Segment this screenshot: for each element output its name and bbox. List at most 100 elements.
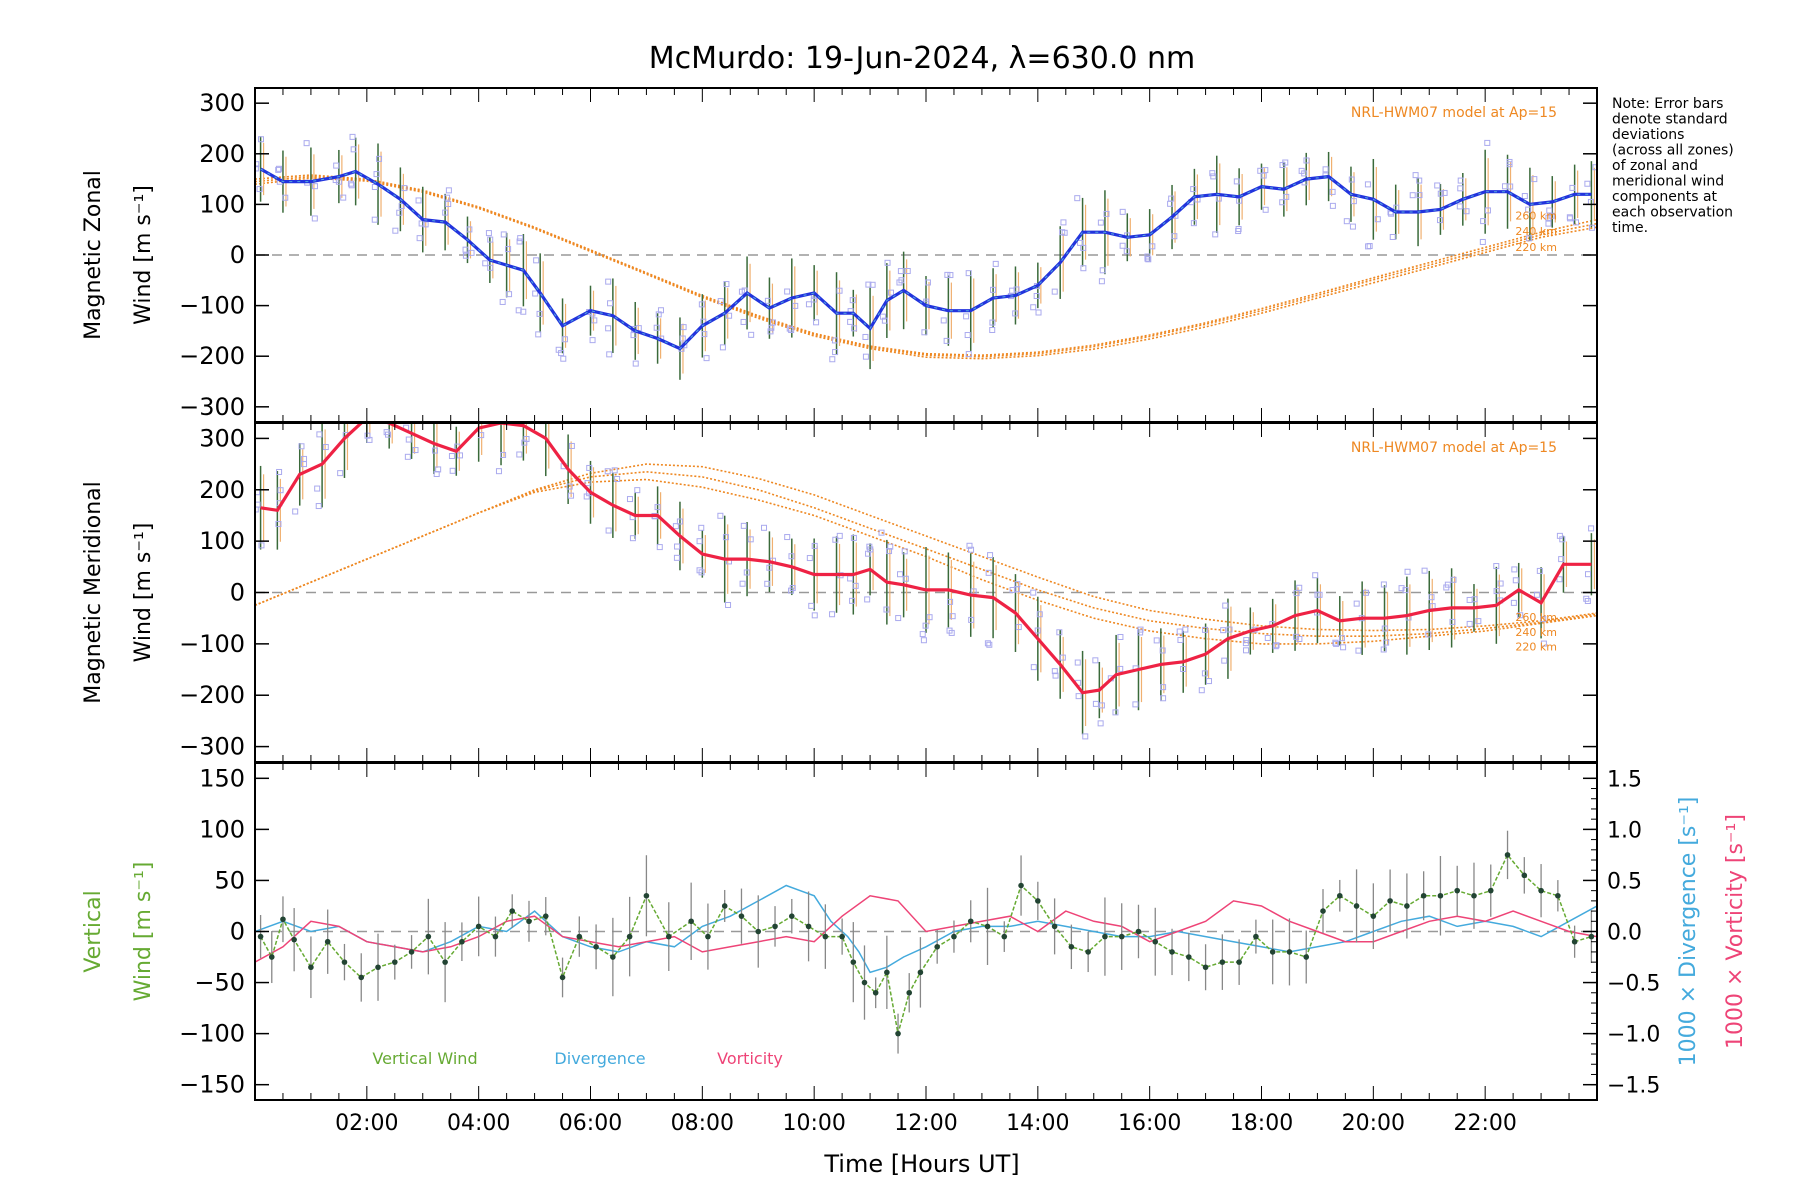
zone-sample-marker	[832, 349, 839, 356]
y2-tick-label: −1.5	[1607, 1074, 1660, 1099]
zone-sample-marker	[360, 401, 365, 406]
vertical-wind-point	[1353, 903, 1360, 909]
zone-sample-marker	[1525, 206, 1532, 213]
zone-sample-marker	[584, 480, 591, 487]
zone-sample-marker	[703, 355, 710, 362]
model-curve-240km	[255, 175, 1597, 358]
zone-sample-marker	[487, 236, 494, 243]
zone-sample-marker	[1030, 304, 1037, 311]
note-line: each observation	[1612, 205, 1733, 221]
zone-sample-marker	[1149, 243, 1156, 250]
zone-sample-marker	[698, 301, 705, 308]
zone-sample-marker	[373, 171, 380, 178]
vertical-wind-point	[1269, 949, 1276, 955]
zone-sample-marker	[256, 186, 263, 193]
zone-sample-marker	[405, 436, 412, 443]
zone-sample-marker	[1531, 176, 1538, 183]
zone-sample-marker	[1262, 167, 1269, 174]
zone-sample-marker	[902, 575, 909, 582]
zone-sample-marker	[1381, 625, 1388, 632]
zone-sample-marker	[560, 355, 567, 362]
vertical-wind-point	[665, 933, 672, 940]
zone-sample-marker	[1014, 581, 1021, 588]
vertical-wind-point	[1404, 903, 1410, 909]
zone-sample-marker	[396, 209, 403, 216]
zone-sample-marker	[445, 201, 452, 208]
zone-sample-marker	[766, 564, 773, 571]
zone-sample-marker	[864, 596, 871, 603]
zone-sample-marker	[1511, 566, 1518, 573]
zone-sample-marker	[726, 312, 733, 319]
vertical-wind-point	[610, 954, 616, 960]
model-label: NRL-HWM07 model at Ap=15	[1351, 440, 1557, 456]
vertical-wind-point	[967, 918, 974, 925]
zone-sample-marker	[1559, 536, 1566, 543]
zone-sample-marker	[591, 317, 598, 324]
zone-sample-marker	[986, 641, 993, 648]
zone-sample-marker	[1365, 243, 1372, 250]
zone-sample-marker	[1412, 172, 1419, 179]
zone-sample-marker	[433, 471, 440, 478]
plot-area-zonal	[255, 133, 1597, 380]
zone-sample-marker	[805, 301, 812, 308]
zone-sample-marker	[630, 332, 637, 339]
zone-sample-marker	[1350, 198, 1357, 205]
vertical-wind-point	[1035, 898, 1041, 904]
zone-sample-marker	[1030, 589, 1037, 596]
zone-sample-marker	[314, 485, 321, 492]
zone-sample-marker	[275, 166, 282, 173]
zone-sample-marker	[536, 310, 543, 317]
vertical-wind-point	[308, 964, 314, 971]
zone-sample-marker	[311, 215, 318, 222]
y-tick-label: 200	[199, 476, 245, 504]
vertical-wind-point	[1051, 923, 1058, 930]
vertical-wind-point	[1286, 949, 1293, 955]
zone-sample-marker	[1584, 180, 1591, 187]
zone-sample-marker	[1540, 616, 1547, 623]
y-axis-label-line2: Wind [m s⁻¹]	[131, 862, 156, 1002]
zone-sample-marker	[605, 278, 612, 285]
zone-sample-marker	[1036, 611, 1043, 618]
zone-sample-marker	[1201, 670, 1208, 677]
zone-sample-marker	[1168, 195, 1175, 202]
vertical-wind-point	[934, 944, 940, 950]
zone-sample-marker	[275, 521, 282, 528]
zone-sample-marker	[387, 396, 392, 401]
zone-sample-marker	[897, 268, 904, 275]
zone-sample-marker	[1457, 185, 1464, 192]
vertical-wind-point	[895, 1030, 901, 1037]
zone-sample-marker	[990, 286, 997, 293]
zone-sample-marker	[878, 529, 885, 536]
zone-sample-marker	[944, 271, 951, 278]
zone-sample-marker	[337, 470, 344, 477]
zone-sample-marker	[1092, 657, 1099, 664]
zone-sample-marker	[634, 487, 641, 494]
zone-sample-marker	[1145, 256, 1152, 263]
zone-sample-marker	[322, 444, 329, 451]
zone-sample-marker	[1030, 664, 1037, 671]
vertical-wind-point	[341, 959, 348, 965]
x-tick-label: 22:00	[1453, 1111, 1516, 1136]
zone-sample-marker	[851, 325, 858, 332]
zone-sample-marker	[1471, 596, 1478, 603]
zone-sample-marker	[949, 613, 956, 620]
zone-sample-marker	[258, 542, 265, 549]
zone-sample-marker	[984, 640, 991, 647]
vertical-wind-point	[1118, 933, 1125, 940]
x-tick-label: 18:00	[1230, 1111, 1293, 1136]
zone-sample-marker	[1428, 594, 1435, 601]
zone-sample-marker	[303, 140, 310, 147]
zone-sample-marker	[1279, 162, 1286, 169]
vertical-wind-point	[839, 933, 845, 940]
zone-sample-marker	[963, 313, 970, 320]
zone-sample-marker	[1298, 167, 1305, 174]
vertical-wind-point	[1202, 964, 1209, 971]
vertical-wind-point	[593, 944, 599, 950]
note-line: Note: Error bars	[1612, 96, 1723, 112]
zone-sample-marker	[1060, 219, 1067, 226]
y-tick-label: 0	[230, 918, 245, 946]
zone-sample-marker	[657, 307, 664, 314]
zone-sample-marker	[468, 249, 475, 256]
zone-sample-marker	[1202, 626, 1209, 633]
zone-sample-marker	[1409, 192, 1416, 199]
